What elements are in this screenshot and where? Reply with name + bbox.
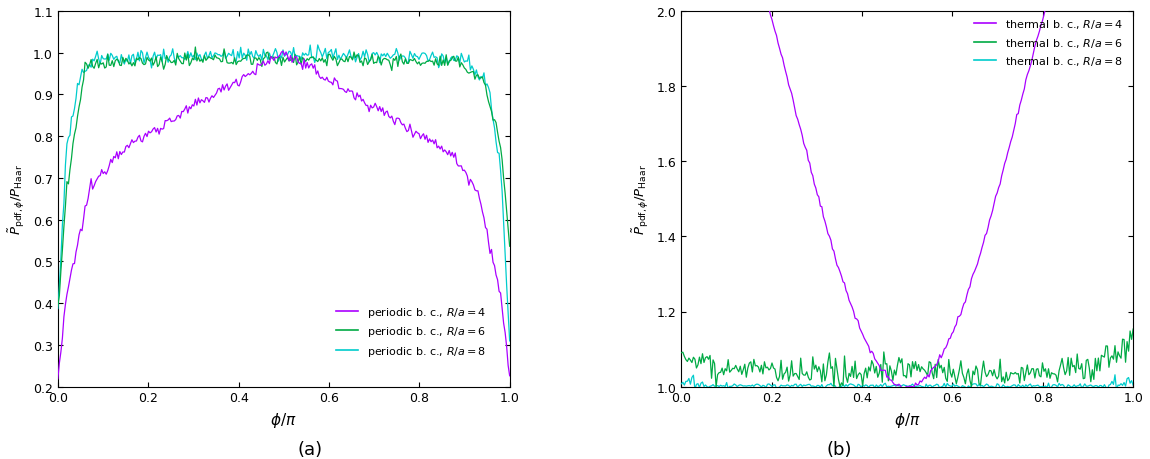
Text: (a): (a)	[298, 441, 323, 459]
Legend: periodic b. c., $R/a = 4$, periodic b. c., $R/a = 6$, periodic b. c., $R/a = 8$: periodic b. c., $R/a = 4$, periodic b. c…	[331, 301, 491, 363]
Text: (b): (b)	[827, 441, 852, 459]
Legend: thermal b. c., $R/a = 4$, thermal b. c., $R/a = 6$, thermal b. c., $R/a = 8$: thermal b. c., $R/a = 4$, thermal b. c.,…	[969, 14, 1127, 73]
Y-axis label: $\tilde{P}_{\mathrm{pdf},\phi}/P_{\mathrm{Haar}}$: $\tilde{P}_{\mathrm{pdf},\phi}/P_{\mathr…	[7, 164, 28, 235]
X-axis label: $\phi/\pi$: $\phi/\pi$	[894, 410, 920, 429]
X-axis label: $\phi/\pi$: $\phi/\pi$	[270, 410, 297, 429]
Y-axis label: $\tilde{P}_{\mathrm{pdf},\phi}/P_{\mathrm{Haar}}$: $\tilde{P}_{\mathrm{pdf},\phi}/P_{\mathr…	[630, 164, 651, 235]
